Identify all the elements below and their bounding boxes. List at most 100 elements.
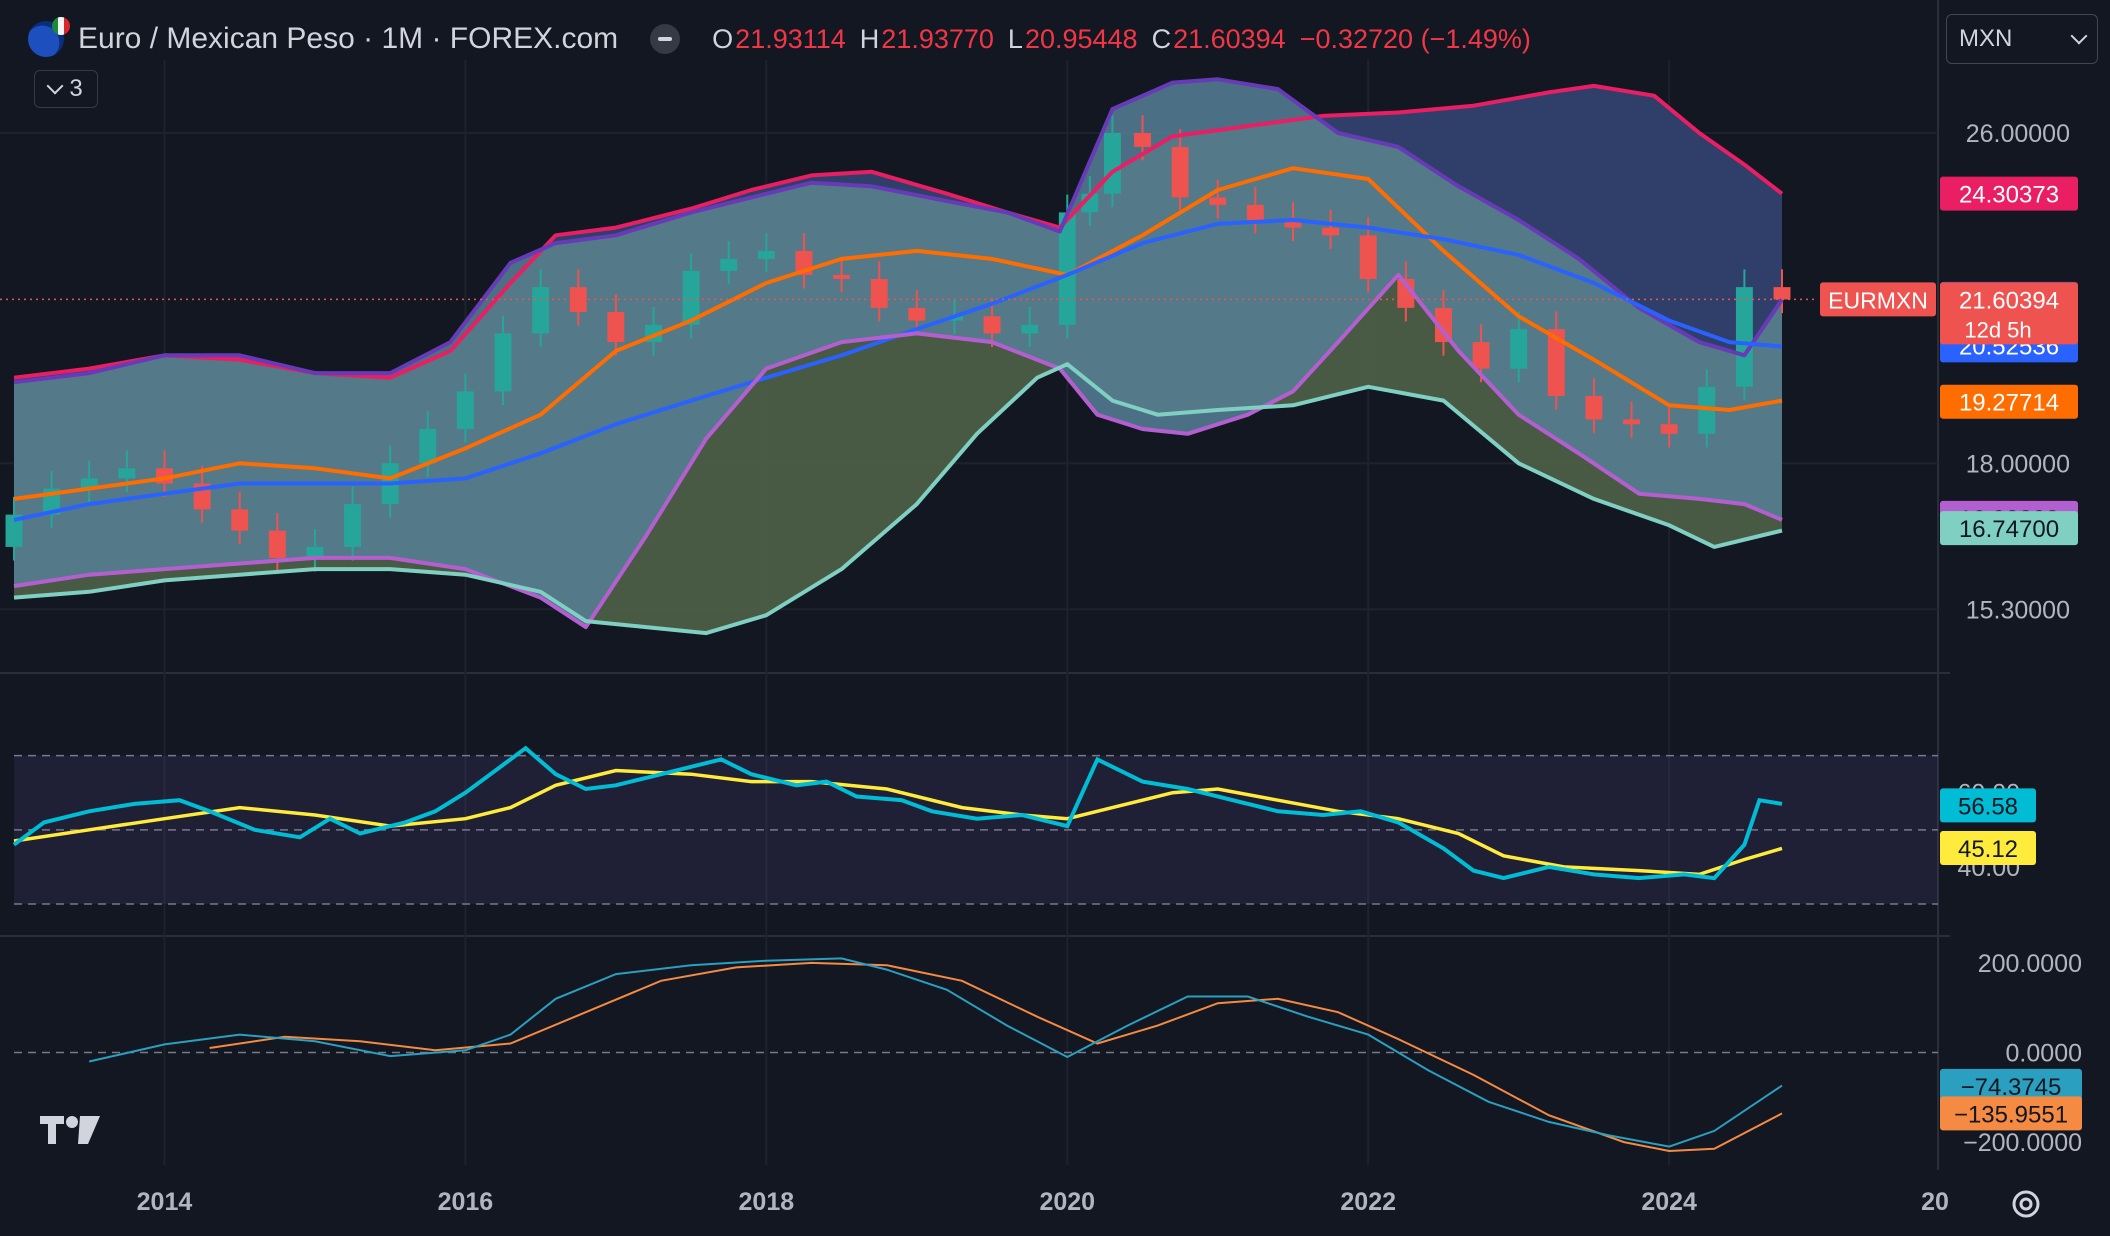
time-axis-label: 2018 bbox=[739, 1188, 795, 1216]
last-price-tag: EURMXN 21.60394 12d 5h bbox=[1820, 282, 2078, 345]
price-tag-bg bbox=[1940, 384, 2078, 419]
band-fills bbox=[14, 79, 1938, 905]
candle-body bbox=[231, 509, 249, 531]
macd-value-tag-bg bbox=[1940, 1068, 2082, 1103]
price-tag-text: 16.74700 bbox=[1959, 516, 2059, 543]
candle-body bbox=[1434, 307, 1452, 343]
ma-blue-line bbox=[13, 218, 1783, 522]
candle-body bbox=[494, 333, 512, 392]
price-axis-label: 15.30000 bbox=[1966, 596, 2070, 624]
candle-body bbox=[1246, 204, 1264, 220]
time-axis-label: 2022 bbox=[1340, 1188, 1396, 1216]
ohlc-high-key: H bbox=[859, 23, 880, 54]
time-axis-label: 2014 bbox=[137, 1188, 193, 1216]
macd-line bbox=[88, 957, 1783, 1148]
rsi-value-tag: 45.12 bbox=[1940, 830, 2036, 865]
candle-body bbox=[1322, 227, 1340, 236]
rsi-ma-line bbox=[13, 768, 1783, 877]
rsi-value-tag-bg bbox=[1940, 830, 2036, 865]
macd-axis-label: 0.0000 bbox=[2006, 1040, 2082, 1068]
price-tag-text: 19.27714 bbox=[1959, 390, 2059, 417]
ohlc-open-key: O bbox=[712, 23, 734, 54]
inner-upper-line bbox=[13, 77, 1784, 385]
ohlc-close-value: 21.60394 bbox=[1173, 23, 1286, 54]
macd-value-tag-bg bbox=[1940, 1096, 2082, 1131]
candle-body bbox=[118, 468, 136, 479]
price-change: −0.32720 (−1.49%) bbox=[1299, 23, 1531, 54]
rsi-band-fill bbox=[14, 755, 1938, 905]
inner-band-fill bbox=[14, 79, 1782, 628]
candle-body bbox=[1735, 287, 1753, 387]
price-axis-label: 18.00000 bbox=[1966, 450, 2070, 478]
macd-axis-label: −200.0000 bbox=[1963, 1129, 2082, 1157]
ohlc-low-value: 20.95448 bbox=[1024, 23, 1138, 54]
candle-body bbox=[1103, 132, 1121, 194]
candle-body bbox=[1623, 419, 1641, 425]
candle-body bbox=[306, 546, 324, 558]
time-axis-label: 2016 bbox=[438, 1188, 494, 1216]
macd-axis-label: 200.0000 bbox=[1978, 950, 2082, 978]
candle-body bbox=[1472, 342, 1490, 369]
price-tag-bg bbox=[1940, 511, 2078, 546]
time-axis-label: 2020 bbox=[1039, 1188, 1095, 1216]
tradingview-logo-icon[interactable] bbox=[40, 1114, 102, 1146]
last-price-value-bg bbox=[1940, 282, 2078, 345]
candle-body bbox=[1585, 396, 1603, 420]
candle-body bbox=[456, 391, 474, 430]
candle-body bbox=[607, 312, 625, 343]
price-tag-bg bbox=[1940, 176, 2078, 211]
rsi-value-tag-text: 56.58 bbox=[1958, 793, 2018, 820]
price-tag-text: 24.30373 bbox=[1959, 182, 2059, 209]
price-axis-label: 26.00000 bbox=[1966, 120, 2070, 148]
currency-value: MXN bbox=[1959, 25, 2013, 52]
price-tag: 16.74700 bbox=[1940, 511, 2078, 546]
candle-body bbox=[682, 270, 700, 325]
price-tag: 24.30373 bbox=[1940, 176, 2078, 211]
candle-body bbox=[419, 429, 437, 464]
macd-value-tag: −135.9551 bbox=[1940, 1096, 2082, 1131]
ohlc-close-key: C bbox=[1151, 23, 1172, 54]
time-axis-label: 2024 bbox=[1641, 1188, 1697, 1216]
candle-body bbox=[870, 278, 888, 308]
currency-select[interactable]: MXN bbox=[1946, 14, 2098, 64]
time-axis-label: 20 bbox=[1921, 1188, 1949, 1216]
rsi-value-tag-text: 45.12 bbox=[1958, 836, 2018, 863]
symbol-title[interactable]: Euro / Mexican Peso · 1M · FOREX.com bbox=[78, 22, 619, 55]
legend-header: Euro / Mexican Peso · 1M · FOREX.com O21… bbox=[28, 14, 1531, 64]
price-labels: 24.3037321.6162520.5253619.2771416.93803… bbox=[1820, 176, 2082, 1131]
candle-body bbox=[1209, 197, 1227, 205]
candle-body bbox=[268, 530, 286, 558]
candle-body bbox=[1359, 235, 1377, 279]
upper-gap-fill bbox=[14, 79, 1782, 383]
ohlc-open-value: 21.93114 bbox=[735, 23, 846, 54]
price-tag: 19.27714 bbox=[1940, 384, 2078, 419]
ohlc-values: O21.93114 H21.93770 L20.95448 C21.60394 … bbox=[712, 24, 1531, 55]
candle-body bbox=[569, 287, 587, 313]
indicators-count: 3 bbox=[69, 75, 83, 102]
rsi-line bbox=[12, 745, 1783, 881]
ohlc-high-value: 21.93770 bbox=[881, 23, 994, 54]
candle-body bbox=[5, 514, 23, 547]
last-price-symbol-bg bbox=[1820, 282, 1936, 317]
rsi-value-tag-bg bbox=[1940, 788, 2036, 823]
candle-body bbox=[344, 504, 362, 547]
candle-body bbox=[908, 307, 926, 321]
candle-body bbox=[983, 316, 1001, 334]
ma-orange-line bbox=[13, 166, 1783, 501]
candle-body bbox=[1021, 324, 1039, 334]
last-price-value: 21.60394 bbox=[1959, 287, 2059, 314]
candle-body bbox=[1058, 212, 1076, 325]
ohlc-high: H21.93770 bbox=[860, 24, 994, 55]
chevron-down-icon bbox=[46, 77, 64, 95]
candle-body bbox=[80, 478, 98, 489]
hide-legend-button[interactable] bbox=[650, 24, 681, 54]
macd-value-tag-text: −135.9551 bbox=[1954, 1101, 2068, 1128]
candle-body bbox=[1510, 329, 1528, 369]
ohlc-open: O21.93114 bbox=[712, 24, 846, 55]
ohlc-close: C21.60394 bbox=[1152, 24, 1286, 55]
settings-gear-icon[interactable] bbox=[2008, 1186, 2044, 1222]
indicators-collapse-button[interactable]: 3 bbox=[34, 70, 98, 108]
candle-body bbox=[1698, 386, 1716, 434]
